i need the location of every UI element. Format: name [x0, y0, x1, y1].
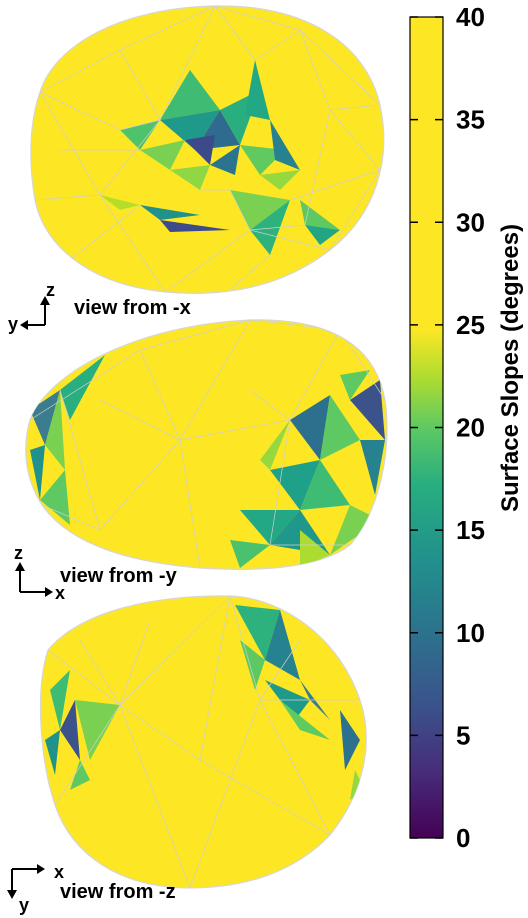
colorbar: 0 5 10 15 20 25 30 35 40 Surface Slopes (degrees… [409, 2, 524, 853]
colorbar-tick-label: 40 [456, 2, 485, 32]
view-x-axis-v-label: z [46, 280, 55, 300]
view-x-body [30, 5, 385, 294]
colorbar-tick-label: 5 [456, 720, 470, 750]
colorbar-tick-label: 30 [456, 207, 485, 237]
colorbar-label: Surface Slopes (degrees) [497, 224, 524, 512]
view-x-facets [100, 60, 340, 255]
colorbar-tick-label: 20 [456, 413, 485, 443]
view-z-label: view from -z [60, 881, 176, 903]
colorbar-ticks: 0 5 10 15 20 25 30 35 40 [410, 2, 485, 853]
view-z-body [39, 595, 367, 889]
view-y-label-group: z x view from -y [14, 543, 178, 603]
colorbar-tick-label: 10 [456, 618, 485, 648]
view-y-axis-triad [15, 562, 53, 597]
view-y-facets [30, 355, 385, 568]
view-z-label-group: x y view from -z [7, 862, 176, 915]
view-y-label: view from -y [60, 565, 178, 587]
colorbar-tick-label: 35 [456, 105, 485, 135]
view-y-mesh [29, 319, 386, 569]
view-y-axis-v-label: z [14, 543, 23, 563]
view-z-axis-triad [7, 864, 45, 899]
view-x-axis-h-label: y [8, 314, 18, 334]
colorbar-tick-label: 25 [456, 310, 485, 340]
view-z-mesh [47, 595, 360, 888]
colorbar-tick-label: 15 [456, 515, 485, 545]
view-x-mesh [34, 5, 381, 293]
view-z-axis-h-label: x [54, 862, 64, 882]
view-z-axis-v-label: y [19, 895, 29, 915]
view-y-body [25, 319, 388, 570]
view-x-label: view from -x [74, 297, 191, 319]
view-y-axis-h-label: x [55, 583, 65, 603]
view-x-axis-triad [20, 296, 50, 330]
view-x-label-group: z y view from -x [8, 280, 191, 334]
colorbar-tick-label: 0 [456, 823, 470, 853]
